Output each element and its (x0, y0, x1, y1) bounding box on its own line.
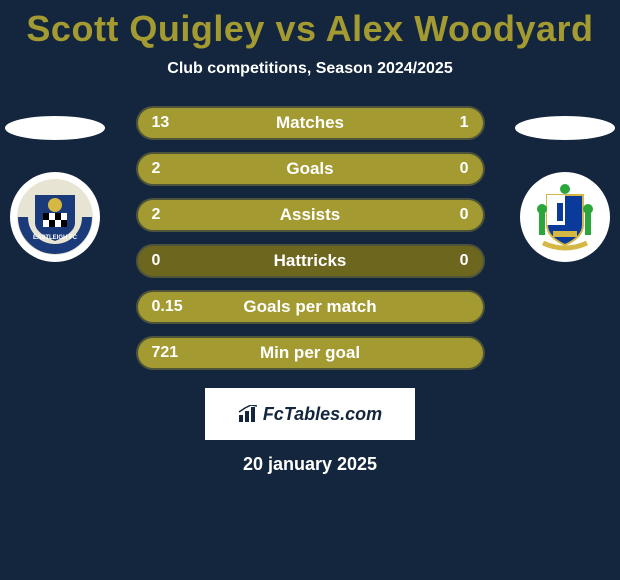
stats-list: 13 Matches 1 2 Goals 0 2 Assists 0 0 Hat… (138, 108, 483, 368)
stat-label: Matches (276, 113, 344, 133)
stat-right-value: 1 (460, 108, 469, 138)
crest-left: EASTLEIGH FC (10, 172, 100, 262)
right-ellipse (515, 116, 615, 140)
stat-label: Min per goal (260, 343, 360, 363)
stat-left-value: 2 (152, 154, 161, 184)
brand-label: FcTables.com (263, 404, 382, 425)
crest-left-svg: EASTLEIGH FC (15, 177, 95, 257)
stat-label: Goals per match (243, 297, 376, 317)
stat-row-assists: 2 Assists 0 (138, 200, 483, 230)
right-column (510, 108, 620, 262)
svg-text:EASTLEIGH FC: EASTLEIGH FC (33, 235, 78, 241)
stat-row-hattricks: 0 Hattricks 0 (138, 246, 483, 276)
crest-right-svg (525, 177, 605, 257)
chart-icon (238, 405, 260, 423)
page-title: Scott Quigley vs Alex Woodyard (0, 0, 620, 50)
stat-left-value: 13 (152, 108, 170, 138)
stat-row-matches: 13 Matches 1 (138, 108, 483, 138)
stat-left-value: 0 (152, 246, 161, 276)
left-column: EASTLEIGH FC (0, 108, 110, 262)
brand-box: FcTables.com (205, 388, 415, 440)
stat-label: Goals (286, 159, 333, 179)
brand-text: FcTables.com (238, 404, 382, 425)
stat-left-value: 0.15 (152, 292, 183, 322)
date-line: 20 january 2025 (0, 454, 620, 475)
stat-label: Assists (280, 205, 340, 225)
left-ellipse (5, 116, 105, 140)
stat-right-value: 0 (460, 246, 469, 276)
stat-row-goals-per-match: 0.15 Goals per match (138, 292, 483, 322)
stat-row-goals: 2 Goals 0 (138, 154, 483, 184)
stat-label: Hattricks (274, 251, 347, 271)
main-area: EASTLEIGH FC 13 Matches (0, 108, 620, 368)
subtitle: Club competitions, Season 2024/2025 (0, 60, 620, 78)
stat-right-value: 0 (460, 154, 469, 184)
stat-left-value: 721 (152, 338, 179, 368)
stat-right-value: 0 (460, 200, 469, 230)
stat-row-min-per-goal: 721 Min per goal (138, 338, 483, 368)
stat-left-value: 2 (152, 200, 161, 230)
crest-right (520, 172, 610, 262)
